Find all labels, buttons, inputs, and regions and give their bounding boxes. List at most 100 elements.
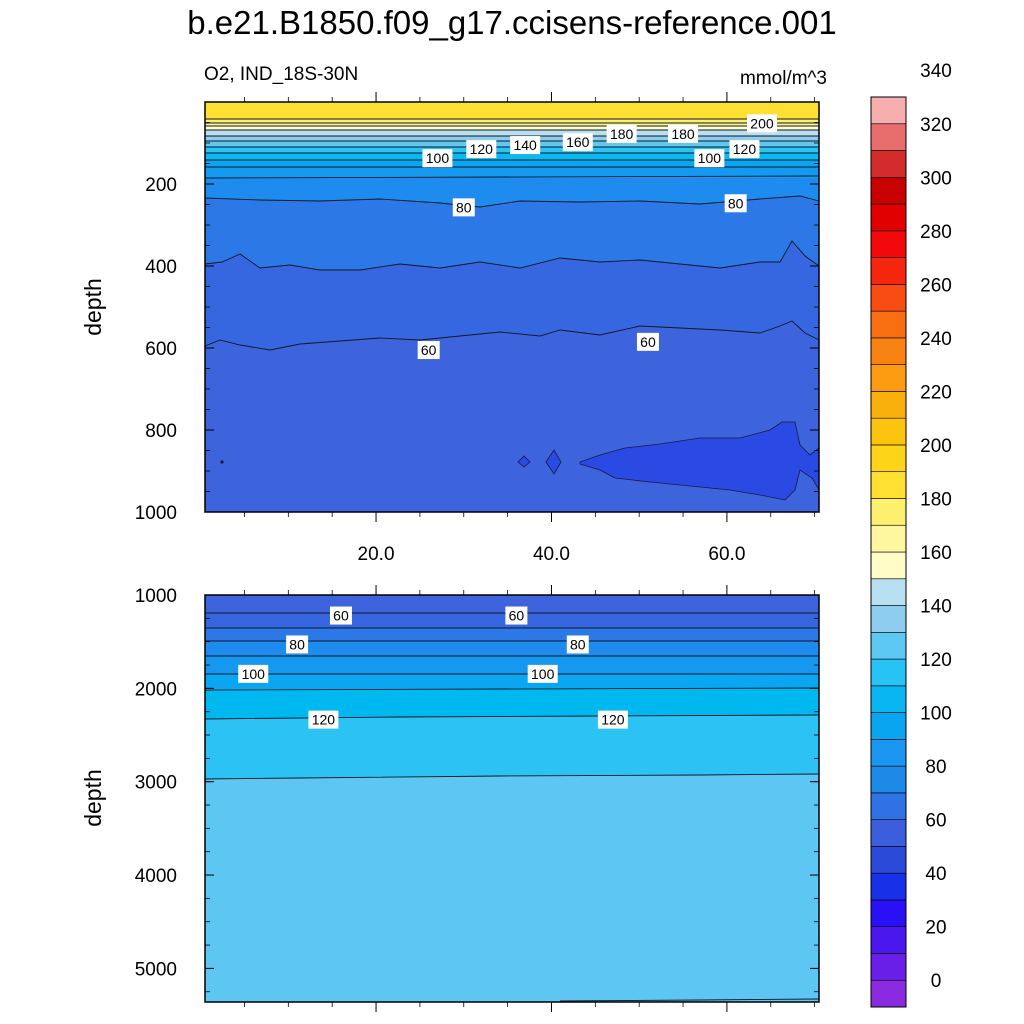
lower-contour-label-box [286, 635, 309, 654]
colorbar-swatch [870, 685, 907, 713]
colorbar-swatch [870, 899, 907, 928]
colorbar-tick-label: 120 [920, 650, 952, 671]
colorbar-tick-label: 80 [925, 757, 946, 778]
upper-x-tick-label: 60.0 [708, 544, 745, 565]
lower-band-70-80 [205, 628, 819, 641]
upper-panel: 200 180 180 160 140 120 120 100 100 80 80 60 60 200 4… [80, 92, 820, 565]
upper-contour-label-text: 120 [470, 141, 494, 157]
upper-contour-label-text: 120 [733, 141, 757, 157]
colorbar-swatch [870, 230, 907, 258]
lower-y-tick-label: 5000 [135, 959, 177, 980]
colorbar-tick-label: 40 [925, 864, 946, 885]
upper-contour-label: 200 [746, 114, 777, 133]
colorbar-tick-label: 140 [920, 597, 952, 618]
colorbar-tick-label: 60 [925, 811, 946, 832]
lower-contour-label-text: 60 [333, 608, 349, 624]
colorbar-swatch [870, 765, 907, 794]
lower-ticks [205, 585, 819, 1012]
lower-contour-label-box [238, 664, 269, 683]
colorbar-swatch [870, 203, 907, 232]
lower-contour-label: 60 [505, 606, 528, 625]
upper-band-170-180 [205, 126, 819, 130]
colorbar-swatch [870, 658, 907, 687]
colorbar-swatch [870, 739, 907, 767]
colorbar-tick-label: 220 [920, 382, 952, 403]
upper-contour-label-box [510, 136, 541, 155]
colorbar-labels: 0 20 40 60 80 100 120 140 160 180 200 220 240 260 280 3… [920, 61, 952, 992]
lower-contour-label-text: 80 [289, 636, 305, 652]
upper-x-tick-label: 20.0 [358, 544, 395, 565]
lower-contour-label-box [308, 710, 339, 729]
lower-contour-label-text: 120 [601, 712, 625, 728]
colorbar-swatch [870, 444, 907, 473]
upper-contour-label-box [668, 124, 699, 143]
colorbar-tick-label: 320 [920, 115, 952, 136]
upper-contour-label-text: 180 [610, 126, 634, 142]
colorbar-tick-label: 0 [931, 971, 942, 992]
upper-contour-label-text: 100 [426, 150, 450, 166]
colorbar-tick-label: 280 [920, 222, 952, 243]
colorbar-swatch [870, 979, 907, 1008]
upper-band-surface [205, 102, 819, 119]
upper-contour-label: 120 [466, 140, 497, 159]
upper-contour-label-text: 180 [671, 126, 695, 142]
upper-patch-dot [220, 460, 224, 464]
colorbar-tick-label: 100 [920, 704, 952, 725]
upper-x-tick-labels: 20.0 40.0 60.0 [358, 544, 746, 565]
lower-y-tick-label: 4000 [135, 866, 177, 887]
lower-band-110-120 [205, 688, 819, 719]
colorbar-swatch [870, 524, 907, 553]
upper-contour-label: 60 [636, 332, 659, 351]
lower-contour-label: 100 [527, 664, 558, 683]
upper-band-100-110 [205, 160, 819, 167]
colorbar-tick-label: 300 [920, 168, 952, 189]
upper-y-tick-label: 800 [145, 421, 177, 442]
lower-contour-label-box [527, 664, 558, 683]
colorbar-swatch [870, 284, 907, 312]
upper-y-tick-label: 200 [145, 175, 177, 196]
colorbar-swatch [870, 150, 907, 178]
upper-contour-label-box [606, 124, 637, 143]
upper-band-60-70 [205, 241, 819, 350]
upper-contour-label-box [724, 194, 747, 213]
lower-y-axis-title: depth [80, 769, 106, 827]
colorbar-tick-label: 200 [920, 436, 952, 457]
lower-contour-label-text: 60 [509, 608, 525, 624]
variable-region-label: O2, IND_18S-30N [204, 64, 359, 85]
lower-y-tick-label: 2000 [135, 679, 177, 700]
upper-y-axis-title: depth [80, 278, 106, 336]
colorbar-tick-label: 20 [925, 918, 946, 939]
colorbar-swatch [870, 257, 907, 285]
colorbar-swatch [870, 953, 907, 981]
lower-contour-label-text: 80 [570, 636, 586, 652]
lower-contour-label-text: 120 [312, 712, 336, 728]
lower-contour-label: 80 [566, 635, 589, 654]
colorbar-swatch [870, 819, 907, 847]
lower-band-120-130 [205, 715, 819, 779]
colorbar-swatch [870, 792, 907, 820]
colorbar-swatch [870, 631, 907, 660]
upper-contour-label-text: 60 [421, 342, 437, 358]
upper-contour-label-text: 80 [456, 199, 472, 215]
upper-contour-label-box [422, 149, 453, 168]
upper-contour-label: 160 [562, 133, 593, 152]
upper-contour-label: 60 [417, 341, 440, 360]
lower-contour-label-text: 100 [242, 666, 266, 682]
lower-panel: 60 60 80 80 100 100 120 120 1000 2000 3000 4000 500… [80, 585, 820, 1012]
upper-contour-label-box [729, 140, 760, 159]
upper-band-90-100 [205, 167, 819, 178]
upper-contour-label-text: 80 [728, 195, 744, 211]
upper-band-180-190 [205, 123, 819, 126]
upper-x-tick-label: 40.0 [533, 544, 570, 565]
lower-contour-label-box [566, 635, 589, 654]
colorbar-swatch [870, 391, 907, 419]
lower-band-100-110 [205, 674, 819, 689]
colorbar-swatch [870, 417, 907, 446]
colorbar-swatch [870, 364, 907, 392]
lower-contour-labels: 60 60 80 80 100 100 120 120 [238, 606, 628, 729]
upper-contour-label-box [466, 140, 497, 159]
lower-contour-label-box [329, 606, 352, 625]
colorbar-swatch [870, 605, 907, 633]
colorbar-swatch [870, 498, 907, 526]
